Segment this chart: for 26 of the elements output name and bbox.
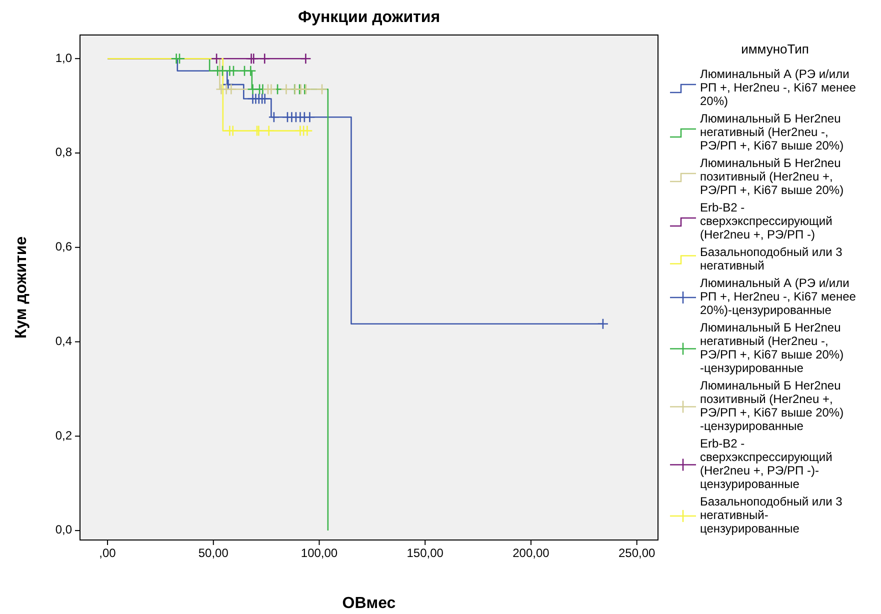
legend-label: Erb-B2 - сверхэкспрессирующий (Her2neu +, РЭ/РП -) — [700, 200, 832, 242]
legend-label: Люминальный Б Her2neu позитивный (Her2neu +, РЭ/РП +, Ki67 выше 20%) — [700, 156, 844, 198]
y-tick-label: 0,0 — [55, 522, 72, 537]
x-axis-title: ОВмес — [342, 595, 396, 612]
x-tick-label: 200,00 — [512, 546, 550, 560]
x-tick-label: 250,00 — [618, 546, 656, 560]
y-axis-title: Кум дожитие — [13, 236, 30, 339]
legend-label: Люминальный А (РЭ и/или РП +, Her2neu -, Ki67 менее 20%) — [700, 67, 856, 108]
legend-label: Люминальный Б Her2neu негативный (Her2neu -, РЭ/РП +, Ki67 выше 20%) — [700, 112, 844, 153]
y-tick-label: 0,2 — [55, 428, 72, 442]
y-tick-label: 0,6 — [55, 240, 72, 254]
legend-label: Люминальный Б Her2neu негативный (Her2neu -, РЭ/РП +, Ki67 выше 20%) -цензурированные — [700, 320, 844, 376]
legend-label: Базальноподобный или 3 негативный-цензурированные — [700, 494, 843, 536]
chart-title: Функции дожития — [298, 9, 440, 26]
x-tick-label: 50,00 — [198, 546, 229, 560]
y-tick-label: 1,0 — [55, 50, 72, 65]
y-tick-label: 0,4 — [55, 334, 72, 348]
x-tick-label: ,00 — [99, 546, 116, 560]
legend-title: иммуноТип — [741, 41, 809, 56]
legend-label: Люминальный Б Her2neu позитивный (Her2neu +, РЭ/РП +, Ki67 выше 20%) -цензурированные — [700, 378, 844, 434]
y-tick-label: 0,8 — [55, 145, 72, 160]
x-tick-label: 150,00 — [406, 546, 444, 560]
legend-label: Базальноподобный или 3 негативный — [700, 245, 843, 273]
x-tick-label: 100,00 — [300, 546, 338, 560]
legend-label: Люминальный А (РЭ и/или РП +, Her2neu -, Ki67 менее 20%)-цензурированные — [700, 276, 856, 318]
legend-label: Erb-B2 - сверхэкспрессирующий (Her2neu +, РЭ/РП -)-цензурированные — [700, 436, 832, 492]
